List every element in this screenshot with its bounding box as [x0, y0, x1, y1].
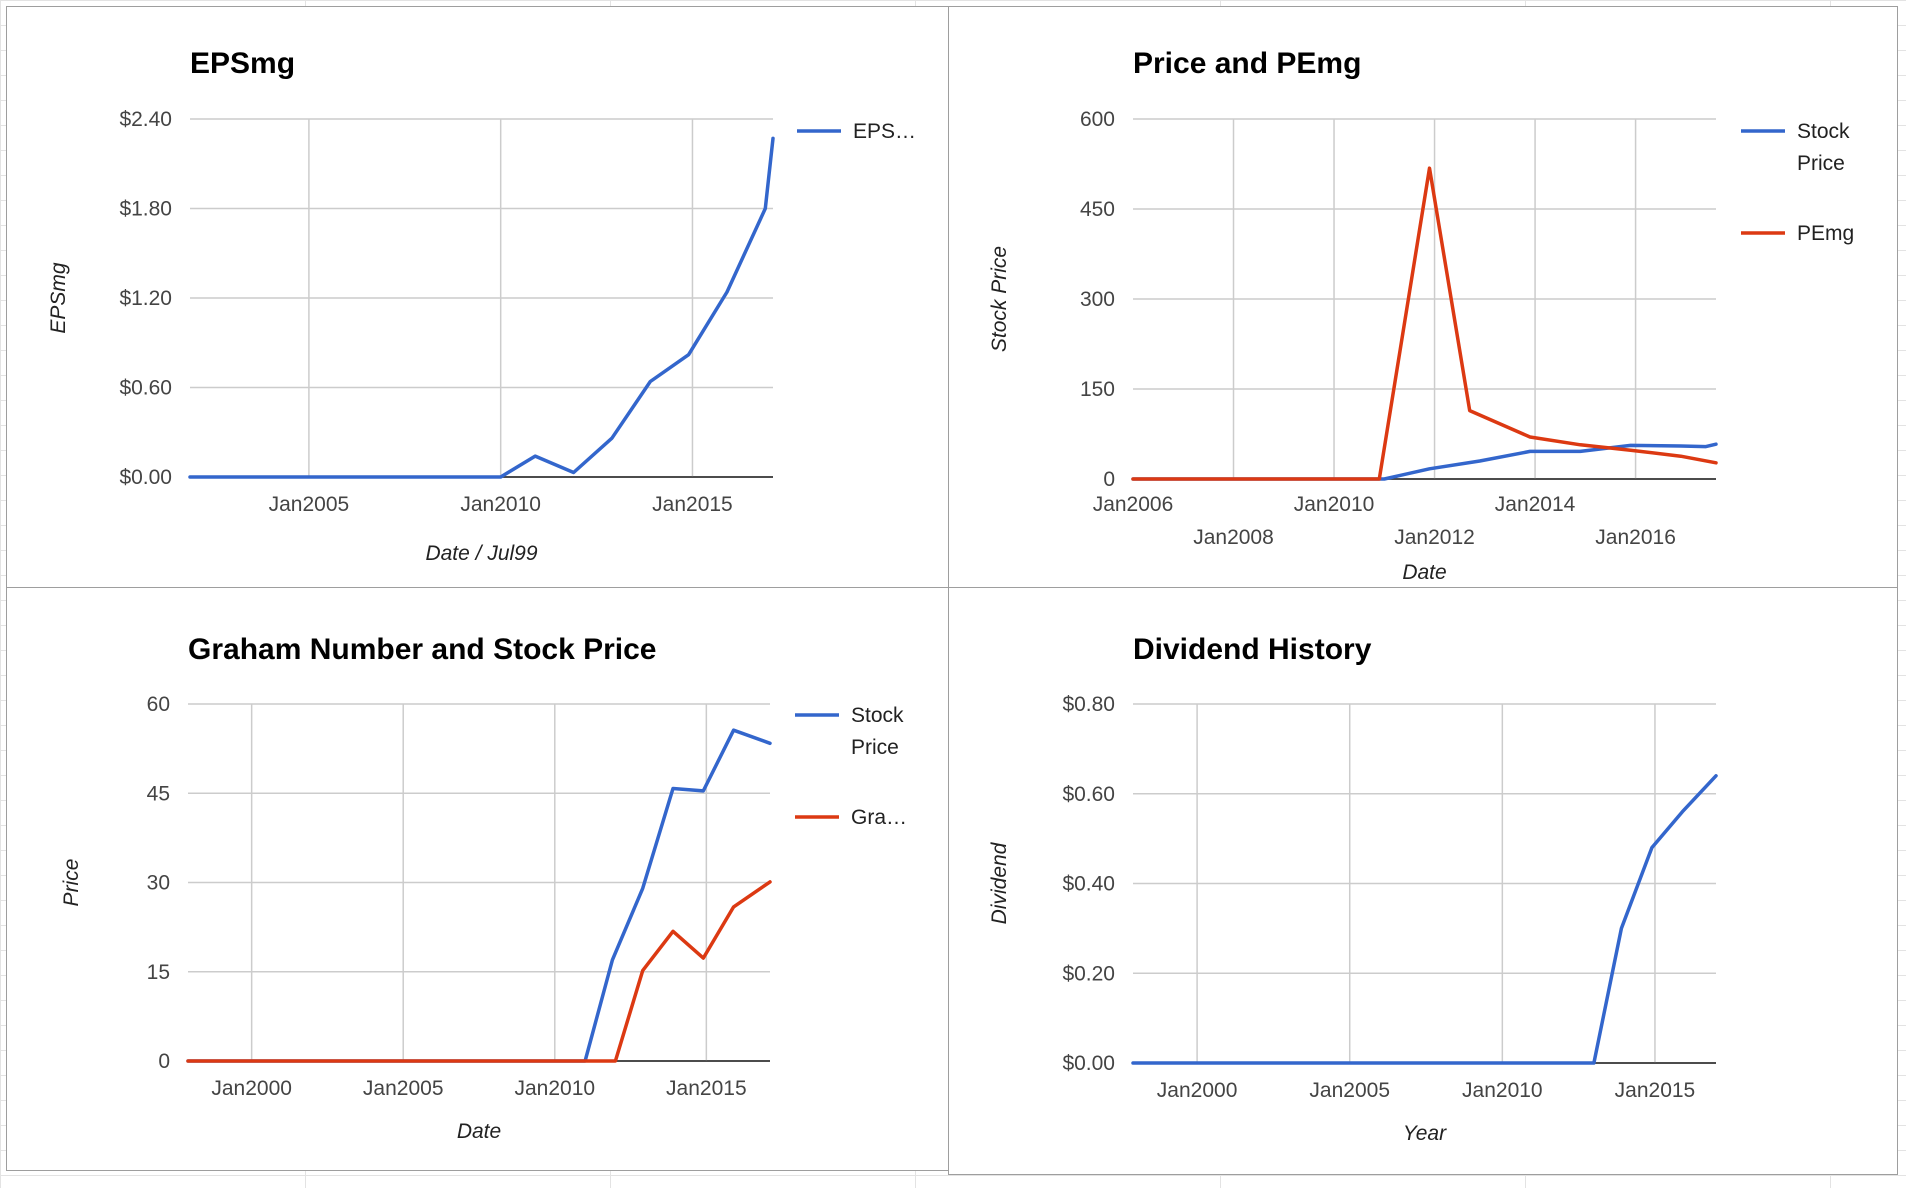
- graham-series-2-line: [186, 880, 772, 1063]
- y-tick-label: 45: [147, 782, 170, 805]
- y-tick-label: 0: [158, 1050, 170, 1073]
- x-tick-label: Jan2015: [652, 493, 733, 516]
- x-tick-label: Jan2005: [269, 493, 350, 516]
- y-tick-label: $0.00: [119, 466, 172, 489]
- legend-entry: EPS…: [853, 120, 916, 143]
- legend-entry: Stock Price: [1797, 120, 1850, 175]
- x-tick-label: Jan2010: [1462, 1079, 1543, 1102]
- y-tick-label: $0.40: [1062, 873, 1115, 896]
- graham-title: Graham Number and Stock Price: [188, 633, 657, 666]
- legend-entry: PEmg: [1797, 222, 1854, 245]
- x-tick-label: Jan2012: [1394, 526, 1475, 549]
- price-pemg-chart-panel: Price and PEmg 0 150 300 450 600 Jan2006 Jan200…: [948, 6, 1898, 588]
- epsmg-title: EPSmg: [190, 47, 295, 80]
- graham-x-axis-label: Date: [457, 1120, 501, 1143]
- price-pemg-chart: Price and PEmg 0 150 300 450 600 Jan2006 Jan200…: [988, 47, 1854, 584]
- y-tick-label: $0.60: [1062, 783, 1115, 806]
- dividend-history-chart: Dividend History $0.00 $0.20 $0.40 $0.60 $0.8…: [988, 633, 1718, 1145]
- y-tick-label: $0.80: [1062, 693, 1115, 716]
- x-tick-label: Jan2010: [1294, 493, 1375, 516]
- graham-number-chart: Graham Number and Stock Price 0 15 30 45 60 Ja…: [60, 633, 907, 1143]
- x-tick-label: Jan2000: [211, 1077, 292, 1100]
- y-tick-label: $1.80: [119, 198, 172, 221]
- x-tick-label: Jan2000: [1157, 1079, 1238, 1102]
- legend-entry: Stock Price: [851, 704, 904, 759]
- y-tick-label: 60: [147, 693, 170, 716]
- epsmg-series-1-line: [188, 136, 775, 479]
- price-pemg-x-axis-label: Date: [1402, 561, 1446, 584]
- price-pemg-title: Price and PEmg: [1133, 47, 1361, 80]
- x-tick-label: Jan2005: [1309, 1079, 1390, 1102]
- y-tick-label: 150: [1080, 378, 1115, 401]
- epsmg-chart: EPSmg $0.00 $0.60 $1.20 $1.80 $2.40 Jan2005 Jan…: [47, 47, 916, 565]
- dividend-x-axis-label: Year: [1403, 1122, 1447, 1145]
- epsmg-y-axis-label: EPSmg: [47, 262, 70, 334]
- x-tick-label: Jan2005: [363, 1077, 444, 1100]
- legend-entry: Gra…: [851, 806, 907, 829]
- x-tick-label: Jan2008: [1193, 526, 1274, 549]
- graham-chart-panel: Graham Number and Stock Price 0 15 30 45 60 Ja…: [6, 587, 949, 1171]
- price-pemg-series-2-line: [1131, 166, 1718, 481]
- x-tick-label: Jan2014: [1495, 493, 1576, 516]
- price-pemg-y-axis-label: Stock Price: [988, 246, 1011, 352]
- y-tick-label: $0.20: [1062, 962, 1115, 985]
- y-tick-label: 450: [1080, 198, 1115, 221]
- x-tick-label: Jan2016: [1595, 526, 1676, 549]
- y-tick-label: $2.40: [119, 108, 172, 131]
- y-tick-label: 0: [1103, 468, 1115, 491]
- y-tick-label: 15: [147, 961, 170, 984]
- y-tick-label: 300: [1080, 288, 1115, 311]
- y-tick-label: $0.60: [119, 377, 172, 400]
- y-tick-label: $1.20: [119, 287, 172, 310]
- dividend-chart-panel: Dividend History $0.00 $0.20 $0.40 $0.60 $0.8…: [948, 587, 1898, 1175]
- y-tick-label: 600: [1080, 108, 1115, 131]
- x-tick-label: Jan2015: [1615, 1079, 1696, 1102]
- graham-y-axis-label: Price: [60, 859, 83, 907]
- dividend-y-axis-label: Dividend: [988, 841, 1011, 924]
- y-tick-label: 30: [147, 872, 170, 895]
- x-tick-label: Jan2010: [514, 1077, 595, 1100]
- graham-series-1-line: [186, 728, 772, 1063]
- epsmg-x-axis-label: Date / Jul99: [425, 542, 537, 565]
- dividend-series-1-line: [1131, 774, 1718, 1065]
- x-tick-label: Jan2015: [666, 1077, 747, 1100]
- price-pemg-series-1-line: [1131, 442, 1718, 481]
- y-tick-label: $0.00: [1062, 1052, 1115, 1075]
- x-tick-label: Jan2010: [460, 493, 541, 516]
- x-tick-label: Jan2006: [1093, 493, 1174, 516]
- epsmg-chart-panel: EPSmg $0.00 $0.60 $1.20 $1.80 $2.40 Jan2005 Jan…: [6, 6, 949, 588]
- dividend-title: Dividend History: [1133, 633, 1372, 666]
